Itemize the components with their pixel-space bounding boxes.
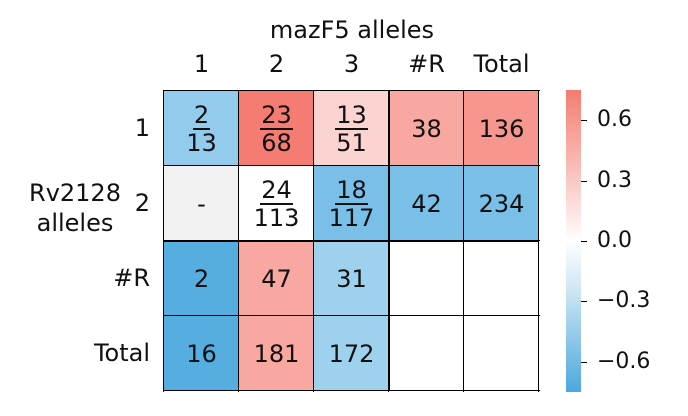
- cell-value: 181: [253, 339, 300, 368]
- cell-value: -: [197, 189, 206, 218]
- colorbar-tick: [581, 120, 587, 121]
- grid-line-horizontal: [163, 165, 540, 166]
- cell-value: 234: [478, 189, 525, 218]
- colorbar-tick: [581, 301, 587, 302]
- cell-value: 172: [328, 339, 375, 368]
- heatmap-cell: 2 13: [164, 91, 239, 166]
- heatmap-cell: 31: [314, 241, 389, 316]
- fraction-numerator: 2: [192, 100, 211, 130]
- heatmap-cell: [464, 241, 539, 316]
- fraction-denominator: 51: [336, 128, 367, 157]
- cell-value: 47: [261, 264, 292, 293]
- heatmap-cell: [389, 316, 464, 391]
- colorbar-tick: [581, 362, 587, 363]
- heatmap-cell: [389, 241, 464, 316]
- column-label: 3: [343, 50, 360, 78]
- heatmap-cell: 16: [164, 316, 239, 391]
- heatmap-cell: 18 117: [314, 166, 389, 241]
- colorbar-tick-label: −0.6: [597, 349, 651, 374]
- heatmap-cell: 136: [464, 91, 539, 166]
- fraction-numerator: 13: [335, 100, 368, 130]
- colorbar-tick-label: 0.6: [597, 107, 632, 132]
- grid-line-horizontal: [163, 315, 540, 316]
- fraction-numerator: 18: [335, 175, 368, 205]
- heatmap-cell: 172: [314, 316, 389, 391]
- row-label: Total: [93, 339, 150, 367]
- heatmap-cell: 23 68: [239, 91, 314, 166]
- fraction-label: 18 117: [329, 177, 375, 231]
- grid-line-horizontal: [163, 90, 540, 91]
- cell-value: 16: [186, 339, 217, 368]
- cell-value: 136: [478, 114, 525, 143]
- section-divider-horizontal: [163, 240, 539, 242]
- heatmap-cell: 2: [164, 241, 239, 316]
- fraction-denominator: 13: [186, 128, 217, 157]
- column-label: Total: [473, 50, 530, 78]
- heatmap-cell: 234: [464, 166, 539, 241]
- fraction-denominator: 117: [328, 203, 375, 232]
- cell-value: 38: [411, 114, 442, 143]
- fraction-label: 2 13: [186, 102, 217, 156]
- heatmap-title: mazF5 alleles: [269, 16, 435, 44]
- fraction-label: 24 113: [254, 177, 300, 231]
- column-label: 2: [268, 50, 285, 78]
- colorbar-tick-label: 0.0: [597, 228, 632, 253]
- grid-line-horizontal: [163, 390, 540, 391]
- heatmap-cell: [464, 316, 539, 391]
- row-label: #R: [113, 264, 150, 292]
- row-label: 1: [134, 114, 150, 142]
- heatmap-cell: 13 51: [314, 91, 389, 166]
- heatmap-cell: 38: [389, 91, 464, 166]
- heatmap-cell: 42: [389, 166, 464, 241]
- y-axis-label-line: alleles: [36, 209, 114, 237]
- colorbar-tick: [581, 241, 587, 242]
- colorbar-tick-label: 0.3: [597, 168, 632, 193]
- cell-value: 31: [336, 264, 367, 293]
- cell-value: 42: [411, 189, 442, 218]
- fraction-numerator: 23: [260, 100, 293, 130]
- fraction-label: 13 51: [335, 102, 368, 156]
- fraction-denominator: 113: [253, 203, 300, 232]
- heatmap-cell: 47: [239, 241, 314, 316]
- fraction-denominator: 68: [261, 128, 292, 157]
- y-axis-label-line: Rv2128: [29, 179, 121, 207]
- column-label: #R: [408, 50, 445, 78]
- heatmap-cell: -: [164, 166, 239, 241]
- heatmap-cell: 24 113: [239, 166, 314, 241]
- y-axis-label: Rv2128 alleles: [10, 178, 140, 238]
- heatmap-grid: 2 13 23 68 13 51 38 136-24 113 18 117 42 234 2 47 31 16 1…: [163, 90, 541, 392]
- row-label: 2: [134, 189, 150, 217]
- colorbar-tick: [581, 181, 587, 182]
- column-label: 1: [193, 50, 210, 78]
- colorbar-tick-label: −0.3: [597, 288, 651, 313]
- fraction-numerator: 24: [260, 175, 293, 205]
- fraction-label: 23 68: [260, 102, 293, 156]
- heatmap-cell: 181: [239, 316, 314, 391]
- colorbar: [566, 90, 581, 392]
- cell-value: 2: [193, 264, 210, 293]
